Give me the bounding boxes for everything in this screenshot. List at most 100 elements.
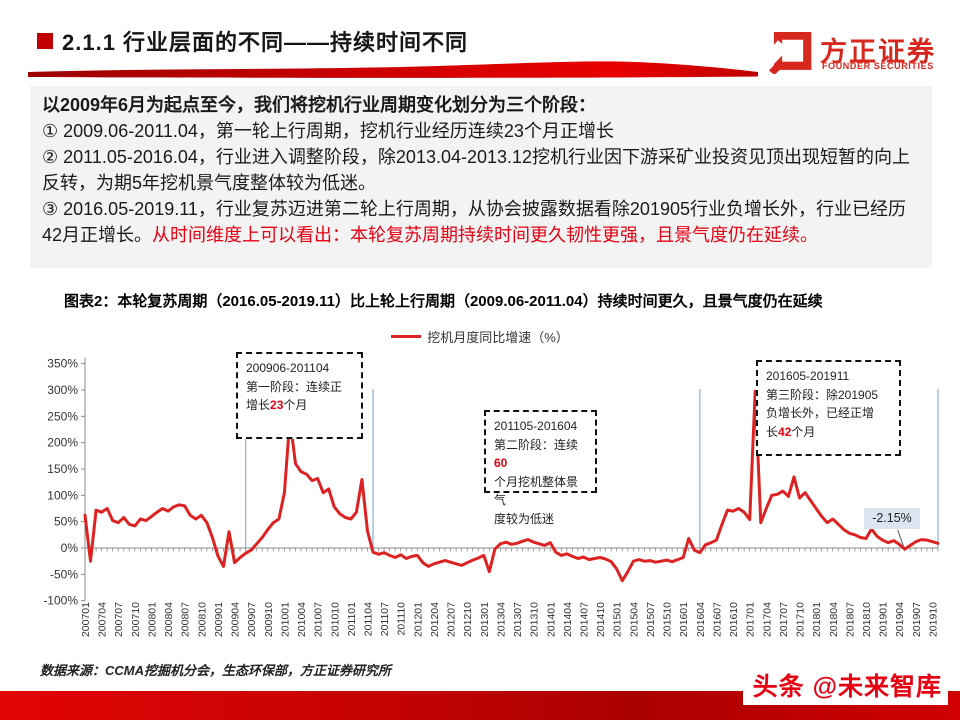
y-tick-label: 200% [47,436,78,450]
x-tick-label: 201904 [894,602,906,637]
x-tick-label: 201310 [529,602,541,637]
summary-stage3-highlight: 从时间维度上可以看出：本轮复苏周期持续时间更久韧性更强，且景气度仍在延续。 [152,225,819,245]
x-tick-label: 201504 [628,602,640,637]
figure-caption: 图表2：本轮复苏周期（2016.05-2019.11）比上轮上行周期（2009.… [64,293,823,310]
x-tick-label: 201701 [745,602,757,637]
x-tick-label: 201910 [927,602,939,637]
x-tick-label: 200804 [163,602,175,637]
annotation-phase3-range: 201605-201911 [766,369,850,383]
x-tick-label: 201801 [811,602,823,637]
x-tick-label: 200701 [80,602,92,637]
annotation-phase1-line3: 增长23个月 [246,398,308,413]
summary-stage3: ③ 2016.05-2019.11，行业复苏迈进第二轮上行周期，从协会披露数据看… [42,196,920,248]
x-tick-label: 200910 [263,602,275,637]
x-tick-label: 200704 [97,602,109,637]
y-tick-label: 350% [47,357,78,371]
x-tick-label: 201010 [329,602,341,637]
x-tick-label: 201207 [446,602,458,637]
y-tick-label: 0% [61,541,79,555]
logo-text-cn: 方正证券 [820,37,936,67]
annotation-phase3-line3: 负增长外，已经正增 [766,406,875,421]
logo-text-en: FOUNDER SECURITIES [822,61,934,71]
x-tick-label: 201507 [645,602,657,637]
summary-stage1: ① 2009.06-2011.04，第一轮上行周期，挖机行业经历连续23个月正增… [42,121,614,141]
x-tick-label: 200907 [246,602,258,637]
x-tick-label: 201110 [396,602,408,636]
chart-legend: 挖机月度同比增速（%） [0,327,960,346]
summary-block: 以2009年6月为起点至今，我们将挖机行业周期变化划分为三个阶段： ① 2009… [30,86,932,268]
x-tick-label: 201607 [711,602,723,637]
x-tick-label: 201104 [362,602,374,636]
x-tick-label: 201101 [346,602,358,636]
x-tick-label: 201704 [761,602,773,637]
x-tick-label: 201201 [412,602,424,637]
x-tick-label: 201304 [495,602,507,637]
y-tick-label: -50% [50,567,78,581]
x-tick-label: 201004 [296,602,308,637]
title-bullet-square [37,33,53,49]
y-tick-label: 250% [47,409,78,423]
annotation-phase1-line2: 第一阶段：连续正 [246,379,343,394]
x-tick-label: 201001 [279,602,291,637]
annotation-phase1-range: 200906-201104 [246,361,330,375]
x-tick-label: 200710 [130,602,142,637]
x-tick-label: 200807 [180,602,192,637]
x-tick-label: 201907 [911,602,923,637]
legend-label: 挖机月度同比增速（%） [427,330,569,345]
x-tick-label: 201404 [562,602,574,637]
x-tick-label: 201807 [844,602,856,637]
x-tick-label: 201510 [662,602,674,637]
x-tick-label: 201810 [861,602,873,637]
x-tick-label: 201007 [313,602,325,637]
x-tick-label: 201107 [379,602,391,636]
annotation-phase2-line2: 第二阶段：连续60 [494,437,579,471]
data-source-note: 数据来源：CCMA挖掘机分会，生态环保部，方正证券研究所 [40,663,391,678]
x-tick-label: 201710 [795,602,807,637]
annotation-phase3-line4: 长42个月 [766,424,816,439]
x-tick-label: 201210 [462,602,474,637]
page-title: 2.1.1 行业层面的不同——持续时间不同 [62,30,469,55]
x-tick-label: 201804 [828,602,840,637]
annotation-phase2-range: 201105-201604 [494,419,578,433]
x-tick-label: 201407 [579,602,591,637]
annotation-phase3: 201605-201911 第三阶段：除201905 负增长外，已经正增 长42… [756,360,901,456]
x-tick-label: 201410 [595,602,607,637]
watermark-text: 头条 @未来智库 [742,667,948,705]
x-tick-label: 200707 [113,602,125,637]
y-tick-label: 150% [47,462,78,476]
title-underline-swoosh [28,61,758,78]
y-tick-label: 300% [47,383,78,397]
x-tick-label: 200904 [230,602,242,637]
founder-securities-logo: 方正证券 FOUNDER SECURITIES [766,30,946,76]
x-tick-label: 200810 [196,602,208,637]
data-label-leader-line [897,529,905,548]
series-line-yoy-growth [83,389,940,583]
x-tick-label: 201601 [678,602,690,637]
annotation-phase2-line4: 度较为低迷 [494,511,555,526]
x-tick-label: 201901 [878,602,890,637]
x-tick-label: 201301 [479,602,491,637]
x-tick-label: 201501 [612,602,624,637]
x-tick-label: 201401 [545,602,557,637]
x-tick-label: 201610 [728,602,740,637]
y-tick-label: -100% [43,594,78,608]
x-tick-label: 201204 [429,602,441,637]
annotation-phase1: 200906-201104 第一阶段：连续正 增长23个月 [236,352,363,439]
x-tick-label: 201307 [512,602,524,637]
summary-stage2: ② 2011.05-2016.04，行业进入调整阶段，除2013.04-2013… [42,147,911,193]
summary-heading: 以2009年6月为起点至今，我们将挖机行业周期变化划分为三个阶段： [42,95,597,115]
y-tick-label: 100% [47,488,78,502]
annotation-phase2-line3: 个月挖机整体景气 [494,474,579,508]
y-tick-label: 50% [54,515,78,529]
x-tick-label: 201604 [695,602,707,637]
x-tick-label: 200901 [213,602,225,637]
line-chart: 350%300%250%200%150%100%50%0%-50%-100%20… [43,357,940,637]
data-point-label: -2.15% [864,508,920,529]
x-tick-label: 200801 [146,602,158,637]
annotation-phase3-line2: 第三阶段：除201905 [766,387,879,402]
x-tick-label: 201707 [778,602,790,637]
founder-logo-icon [766,32,812,74]
annotation-phase2: 201105-201604 第二阶段：连续60 个月挖机整体景气 度较为低迷 [484,410,597,526]
legend-line-swatch [391,335,422,338]
summary-stage3-text: ③ 2016.05-2019.11，行业复苏迈进第二轮上行周期，从协会披露数据看… [42,199,906,245]
